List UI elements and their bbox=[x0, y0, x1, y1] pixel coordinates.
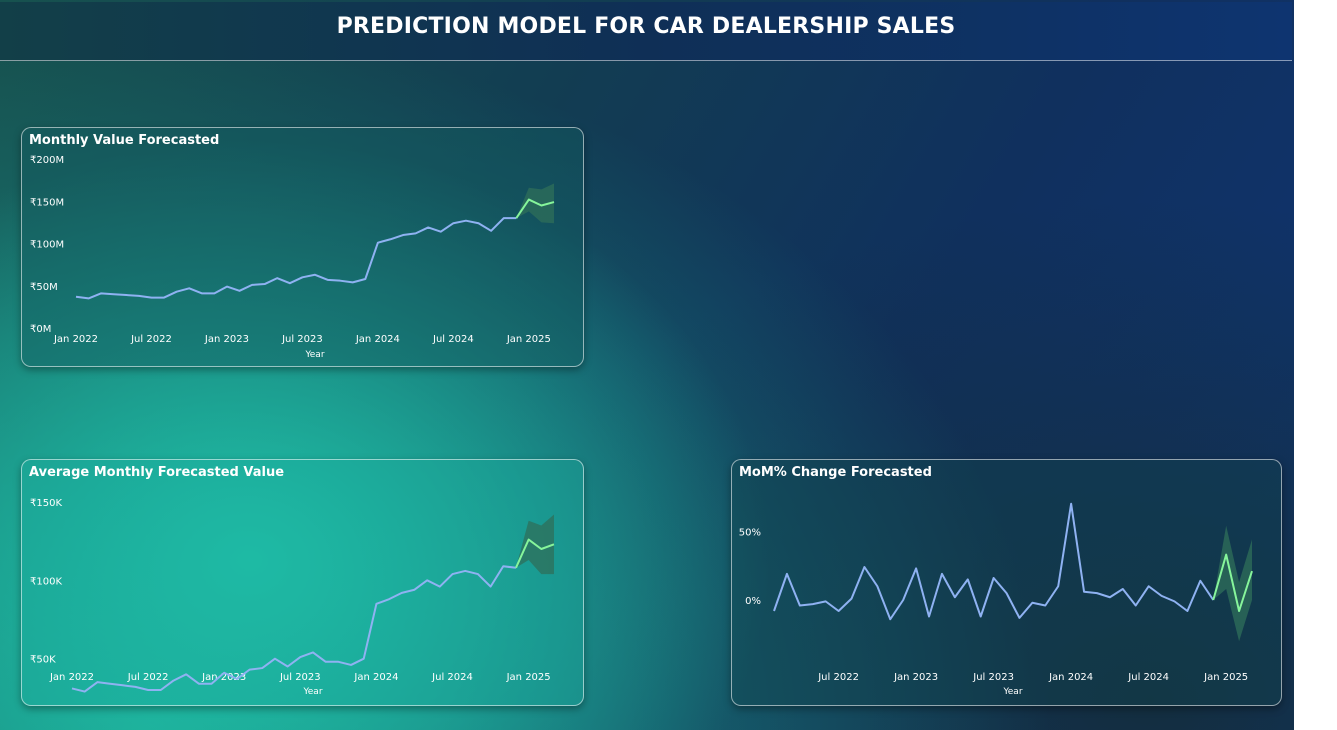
x-tick-label: Jan 2023 bbox=[201, 672, 246, 683]
y-tick-label: ₹100K bbox=[30, 576, 62, 587]
mom-change-card[interactable]: MoM% Change Forecasted 0% 50% Jul 2022 Jan … bbox=[731, 459, 1282, 706]
chart-title: Average Monthly Forecasted Value bbox=[29, 465, 285, 480]
forecast-series-line bbox=[515, 198, 555, 219]
x-tick-label: Jul 2024 bbox=[431, 672, 473, 683]
x-tick-label: Jan 2024 bbox=[355, 334, 400, 345]
y-tick-label: ₹50K bbox=[30, 655, 56, 666]
page-title: PREDICTION MODEL FOR CAR DEALERSHIP SALE… bbox=[336, 14, 956, 39]
x-tick-label: Jul 2023 bbox=[281, 334, 323, 345]
x-tick-label: Jan 2022 bbox=[53, 334, 98, 345]
y-tick-label: 50% bbox=[739, 527, 761, 538]
y-tick-label: ₹150K bbox=[30, 498, 62, 509]
x-tick-label: Jul 2023 bbox=[972, 672, 1014, 683]
monthly-value-card[interactable]: Monthly Value Forecasted ₹0M ₹50M ₹100M ₹15… bbox=[21, 127, 584, 367]
average-monthly-card[interactable]: Average Monthly Forecasted Value ₹50K ₹10… bbox=[21, 459, 584, 706]
x-tick-label: Jan 2025 bbox=[1203, 672, 1248, 683]
y-tick-label: ₹150M bbox=[30, 197, 64, 208]
x-tick-label: Jan 2024 bbox=[353, 672, 398, 683]
forecast-series-line bbox=[515, 538, 555, 569]
average-monthly-chart: ₹50K ₹100K ₹150K Jan 2022 Jul 2022 Jan 2023 Ju… bbox=[30, 498, 555, 697]
x-tick-label: Jan 2023 bbox=[893, 672, 938, 683]
x-tick-label: Jan 2025 bbox=[506, 334, 551, 345]
y-tick-label: ₹0M bbox=[30, 324, 51, 335]
x-tick-label: Jul 2022 bbox=[130, 334, 172, 345]
y-tick-label: ₹100M bbox=[30, 240, 64, 251]
x-tick-label: Jan 2025 bbox=[506, 672, 551, 683]
y-tick-label: ₹200M bbox=[30, 155, 64, 166]
x-tick-label: Jan 2023 bbox=[204, 334, 249, 345]
forecast-series-line bbox=[1212, 553, 1253, 612]
chart-title: MoM% Change Forecasted bbox=[739, 465, 932, 480]
x-tick-label: Jul 2022 bbox=[817, 672, 859, 683]
x-axis-title: Year bbox=[1002, 687, 1022, 697]
x-tick-label: Jan 2022 bbox=[49, 672, 94, 683]
x-tick-label: Jul 2022 bbox=[127, 672, 169, 683]
mom-change-chart: 0% 50% Jul 2022 Jan 2023 Jul 2023 Jan 2024 Jul… bbox=[739, 502, 1253, 697]
x-axis-title: Year bbox=[302, 687, 322, 697]
actual-series-line bbox=[773, 502, 1215, 621]
x-axis-title: Year bbox=[304, 350, 324, 360]
dashboard-canvas: PREDICTION MODEL FOR CAR DEALERSHIP SALE… bbox=[0, 0, 1294, 730]
chart-title: Monthly Value Forecasted bbox=[29, 133, 220, 148]
header-bar: PREDICTION MODEL FOR CAR DEALERSHIP SALE… bbox=[0, 2, 1292, 61]
monthly-value-chart: ₹0M ₹50M ₹100M ₹150M ₹200M Jan 2022 Jul 2022 Ja… bbox=[30, 155, 555, 360]
x-tick-label: Jul 2024 bbox=[432, 334, 474, 345]
x-tick-label: Jul 2023 bbox=[279, 672, 321, 683]
x-tick-label: Jan 2024 bbox=[1048, 672, 1093, 683]
actual-series-line bbox=[71, 565, 517, 693]
y-tick-label: 0% bbox=[745, 596, 761, 607]
x-tick-label: Jul 2024 bbox=[1127, 672, 1169, 683]
y-tick-label: ₹50M bbox=[30, 282, 58, 293]
actual-series-line bbox=[75, 217, 517, 300]
